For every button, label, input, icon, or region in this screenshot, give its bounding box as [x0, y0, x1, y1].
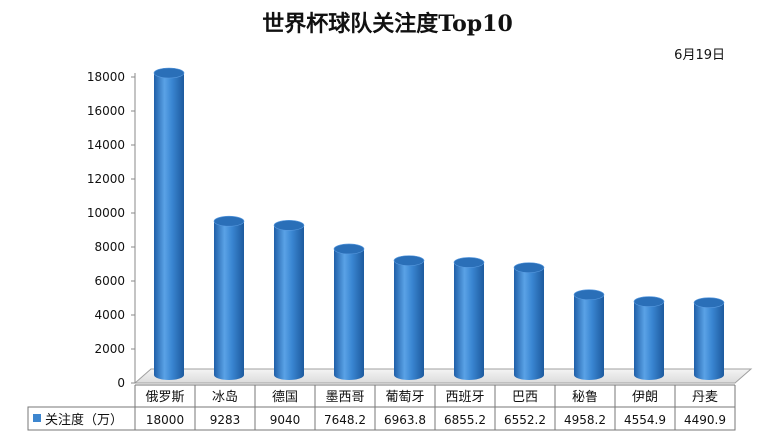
bar-body [514, 267, 544, 380]
y-tick-label: 8000 [94, 240, 125, 254]
chart-title: 世界杯球队关注度Top10 [262, 11, 513, 37]
bars [153, 67, 725, 380]
data-table: 俄罗斯 18000 冰岛 9283 德国 9040 墨西哥 7648.2 葡萄牙 6963.8 西班… [27, 384, 736, 431]
bar-body [214, 221, 244, 380]
y-tick-label: 18000 [87, 70, 125, 84]
bar-top [333, 243, 365, 255]
category-label: 德国 [272, 390, 298, 405]
value-label: 9283 [210, 413, 241, 427]
category-label: 丹麦 [692, 390, 718, 405]
bar-top [273, 220, 305, 231]
y-tick-label: 16000 [87, 104, 125, 118]
bar-body [154, 73, 184, 380]
bar-top [693, 297, 725, 308]
y-tick-label: 14000 [87, 138, 125, 152]
bar-body [694, 302, 724, 380]
bar-西班牙 [453, 257, 485, 380]
value-label: 6963.8 [384, 413, 426, 427]
value-label: 6552.2 [504, 413, 546, 427]
category-label: 秘鲁 [572, 390, 598, 405]
category-label: 葡萄牙 [385, 390, 424, 405]
bar-冰岛 [213, 215, 245, 380]
bar-top [453, 257, 485, 268]
value-label: 4490.9 [684, 413, 726, 427]
category-label: 墨西哥 [325, 390, 364, 405]
bar-秘鲁 [573, 289, 605, 380]
value-label: 18000 [146, 413, 184, 427]
legend-swatch [33, 414, 41, 422]
y-tick-label: 6000 [94, 274, 125, 288]
category-label: 俄罗斯 [145, 390, 184, 405]
bar-俄罗斯 [153, 67, 185, 380]
category-label: 伊朗 [632, 390, 658, 405]
bar-body [634, 301, 664, 380]
bar-葡萄牙 [393, 255, 425, 380]
bar-top [153, 67, 185, 79]
y-tick-label: 0 [117, 376, 125, 390]
y-tick-label: 12000 [87, 172, 125, 186]
bar-墨西哥 [333, 243, 365, 380]
bar-德国 [273, 220, 305, 380]
chart-subtitle: 6月19日 [674, 48, 725, 63]
bar-top [213, 215, 245, 227]
legend-label: 关注度（万） [45, 412, 123, 428]
value-label: 4958.2 [564, 413, 606, 427]
bar-top [393, 255, 425, 266]
bar-body [394, 260, 424, 380]
category-label: 巴西 [512, 390, 538, 405]
y-tick-label: 4000 [94, 308, 125, 322]
category-label: 冰岛 [212, 389, 238, 405]
y-tick-label: 2000 [94, 342, 125, 356]
value-label: 7648.2 [324, 413, 366, 427]
value-label: 6855.2 [444, 413, 486, 427]
bar-巴西 [513, 262, 545, 380]
bar-body [574, 294, 604, 380]
bar-body [334, 248, 364, 380]
bar-丹麦 [693, 297, 725, 380]
category-label: 西班牙 [445, 390, 484, 405]
value-label: 9040 [270, 413, 301, 427]
bar-伊朗 [633, 296, 665, 380]
y-tick-label: 10000 [87, 206, 125, 220]
bar-body [274, 225, 304, 380]
bar-top [633, 296, 665, 307]
bar-top [513, 262, 545, 273]
value-label: 4554.9 [624, 413, 666, 427]
bar-top [573, 289, 605, 301]
bar-body [454, 262, 484, 380]
